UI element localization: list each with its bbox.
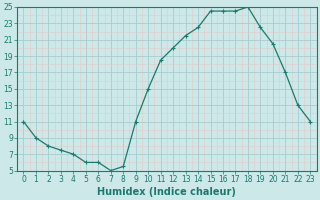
X-axis label: Humidex (Indice chaleur): Humidex (Indice chaleur) (98, 187, 236, 197)
